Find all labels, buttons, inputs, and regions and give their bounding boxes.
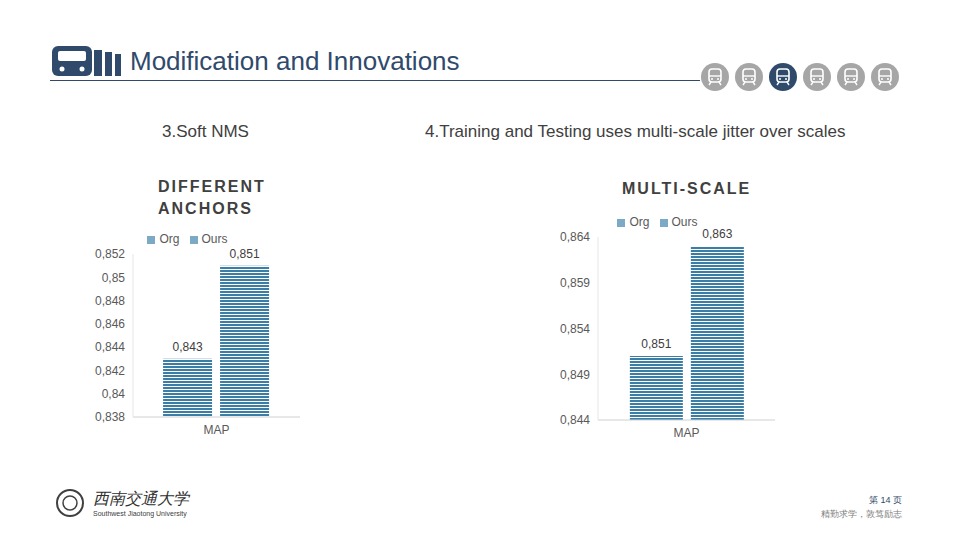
svg-text:0,843: 0,843 (173, 340, 203, 354)
svg-text:0,849: 0,849 (560, 368, 590, 382)
html-text:Ours: Ours (671, 215, 698, 229)
html-text:4.Training and Testing uses mu: 4.Training and Testing uses multi-scale … (425, 122, 846, 141)
html-text:Ours: Ours (201, 232, 228, 246)
html-text:DIFFERENT ANCHORS: DIFFERENT ANCHORS (158, 178, 266, 217)
svg-text:0,844: 0,844 (560, 413, 590, 427)
svg-text:0,844: 0,844 (95, 340, 125, 354)
html-text:MULTI-SCALE: MULTI-SCALE (622, 180, 752, 197)
svg-text:0,838: 0,838 (95, 410, 125, 424)
svg-text:0,851: 0,851 (230, 247, 260, 261)
svg-text:0,851: 0,851 (641, 337, 671, 351)
svg-text:0,842: 0,842 (95, 364, 125, 378)
html-text:Org: Org (629, 215, 650, 229)
html-text:第 14 页: 第 14 页 (869, 495, 902, 505)
html-text:Southwest Jiaotong University: Southwest Jiaotong University (93, 510, 187, 517)
svg-text:0,84: 0,84 (102, 387, 126, 401)
svg-text:0,854: 0,854 (560, 322, 590, 336)
svg-text:0,846: 0,846 (95, 317, 125, 331)
html-text:3.Soft NMS: 3.Soft NMS (162, 122, 249, 141)
svg-text:0,859: 0,859 (560, 276, 590, 290)
html-text:西南交通大学: 西南交通大学 (93, 489, 189, 508)
svg-text:0,864: 0,864 (560, 230, 590, 244)
svg-text:MAP: MAP (673, 426, 699, 440)
svg-text:0,852: 0,852 (95, 247, 125, 261)
svg-text:0,863: 0,863 (702, 227, 732, 241)
html-text:精勤求学，敦笃励志: 精勤求学，敦笃励志 (821, 509, 902, 519)
svg-text:0,85: 0,85 (102, 271, 126, 285)
html-text:Modification and Innovations: Modification and Innovations (130, 46, 460, 76)
svg-text:0,848: 0,848 (95, 294, 125, 308)
html-text:Org: Org (159, 232, 180, 246)
svg-text:MAP: MAP (203, 423, 229, 437)
